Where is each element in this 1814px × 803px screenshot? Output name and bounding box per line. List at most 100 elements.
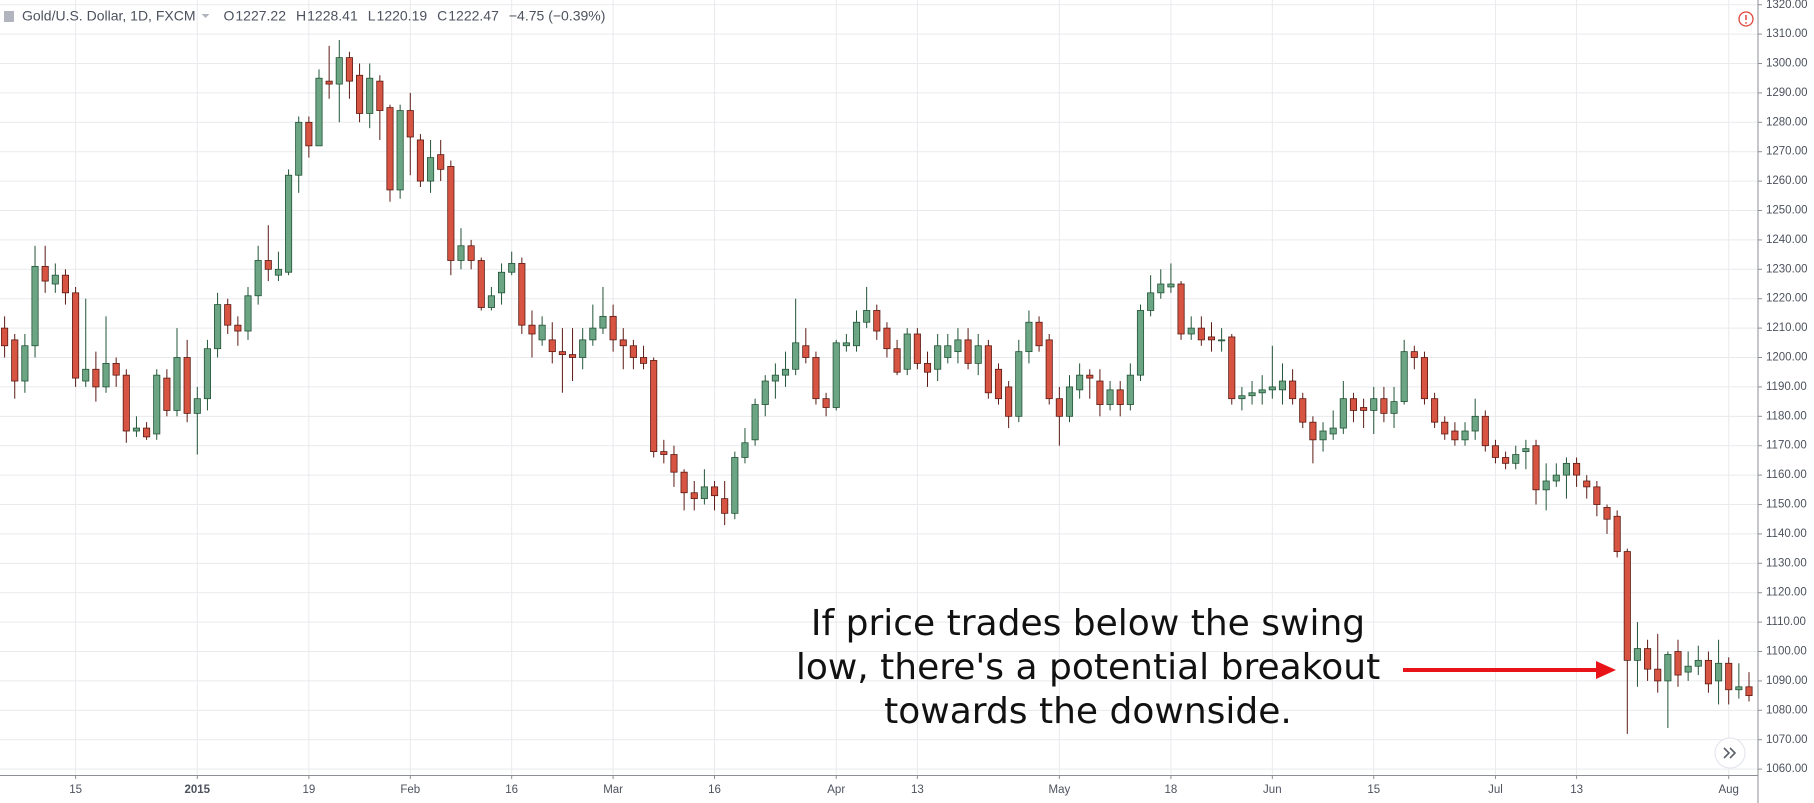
candle-body: [295, 121, 303, 176]
y-tick-label: 1080.00: [1766, 704, 1808, 716]
warning-icon[interactable]: [1738, 11, 1754, 27]
candle-body: [1187, 327, 1195, 335]
candle-body: [771, 374, 779, 382]
candle-body: [1704, 659, 1712, 685]
candle-body: [1258, 389, 1266, 394]
candle-body: [1573, 462, 1581, 476]
ohlc-value: 1220.19: [377, 8, 428, 24]
candle-body: [41, 265, 49, 282]
candle-body: [994, 368, 1003, 400]
candle-body: [1390, 401, 1398, 414]
x-tick-label: 2015: [184, 784, 210, 796]
candle-body: [954, 339, 962, 353]
symbol-icon: [4, 11, 14, 22]
candle-body: [751, 404, 759, 441]
candle-body: [406, 110, 414, 138]
candle-body: [1177, 283, 1185, 335]
y-tick-label: 1250.00: [1766, 205, 1808, 217]
candle-body: [1349, 398, 1358, 411]
ohlc-label: L: [368, 8, 376, 24]
candle-body: [690, 492, 698, 500]
y-tick-label: 1310.00: [1766, 28, 1808, 40]
candle-body: [72, 292, 80, 379]
candle-body: [1238, 395, 1246, 400]
scroll-icon: [1723, 747, 1737, 759]
candle-body: [984, 345, 992, 394]
candle-body: [1725, 662, 1733, 691]
candle-body: [802, 345, 810, 358]
candle-body: [437, 154, 445, 170]
y-tick-label: 1120.00: [1766, 587, 1807, 599]
candle-body: [427, 157, 435, 182]
x-tick-label: 15: [69, 784, 82, 796]
candle-body: [761, 380, 769, 405]
candle-body: [153, 374, 161, 435]
candle-body: [1370, 398, 1378, 411]
candle-body: [1735, 686, 1743, 691]
candle-body: [1116, 389, 1124, 405]
candle-body: [792, 342, 800, 370]
candle-body: [1299, 398, 1307, 423]
ohlc-stats: O 1227.22 H 1228.41 L 1220.19 C 1222.47 −4.75 (−…: [201, 8, 605, 24]
candle-body: [1562, 462, 1570, 476]
dropdown-caret: [201, 14, 210, 18]
candle-body: [883, 327, 891, 350]
candle-body: [639, 357, 648, 364]
candle-body: [680, 471, 688, 494]
candle-body: [781, 368, 790, 376]
candle-body: [203, 348, 211, 400]
candle-body: [1715, 662, 1723, 682]
y-tick-label: 1130.00: [1766, 557, 1807, 569]
candle-body: [92, 368, 100, 388]
y-tick-label: 1100.00: [1766, 646, 1807, 658]
candle-body: [629, 345, 637, 358]
candle-body: [1522, 448, 1530, 452]
candle-body: [548, 339, 556, 353]
x-tick-label: 18: [1165, 784, 1178, 796]
candle-body: [467, 245, 475, 261]
x-tick-label: Aug: [1718, 784, 1738, 796]
candle-body: [1015, 351, 1023, 417]
candle-body: [183, 357, 191, 414]
candle-body: [923, 362, 932, 373]
candle-body: [315, 77, 323, 147]
candle-body: [1461, 430, 1469, 441]
candle-body: [1096, 380, 1104, 405]
candle-body: [163, 377, 171, 411]
candle-body: [1329, 427, 1337, 435]
candle-body: [660, 451, 668, 455]
candle-body: [964, 339, 972, 364]
candle-body: [132, 427, 140, 432]
y-tick-label: 1210.00: [1766, 322, 1808, 334]
candle-body: [1248, 392, 1256, 397]
annotation-line: low, there's a potential breakout: [796, 647, 1380, 688]
candle-body: [1278, 380, 1287, 391]
candle-body: [1309, 421, 1317, 441]
candle-body: [1593, 486, 1601, 505]
candle-body: [285, 174, 293, 273]
y-tick-label: 1290.00: [1766, 87, 1808, 99]
ohlc-label: H: [296, 8, 306, 24]
x-tick-label: May: [1048, 784, 1070, 796]
candle-body: [1623, 551, 1631, 661]
x-tick-label: 13: [911, 784, 924, 796]
candle-body: [1674, 651, 1682, 676]
candle-body: [1268, 386, 1276, 391]
symbol-title: Gold/U.S. Dollar, 1D, FXCM: [22, 8, 196, 24]
ohlc-label: O: [224, 8, 235, 24]
y-tick-label: 1200.00: [1766, 352, 1808, 364]
candle-body: [832, 342, 840, 408]
candle-body: [1502, 457, 1510, 464]
candle-body: [356, 74, 364, 114]
candle-body: [254, 260, 262, 297]
candle-body: [51, 274, 59, 285]
candle-body: [893, 348, 901, 373]
candle-body: [700, 486, 708, 500]
candle-body: [1654, 668, 1662, 682]
candle-body: [1147, 292, 1155, 311]
candle-body: [1583, 480, 1591, 488]
y-tick-label: 1180.00: [1766, 410, 1807, 422]
candle-body: [1218, 339, 1226, 342]
y-tick-label: 1150.00: [1766, 499, 1807, 511]
